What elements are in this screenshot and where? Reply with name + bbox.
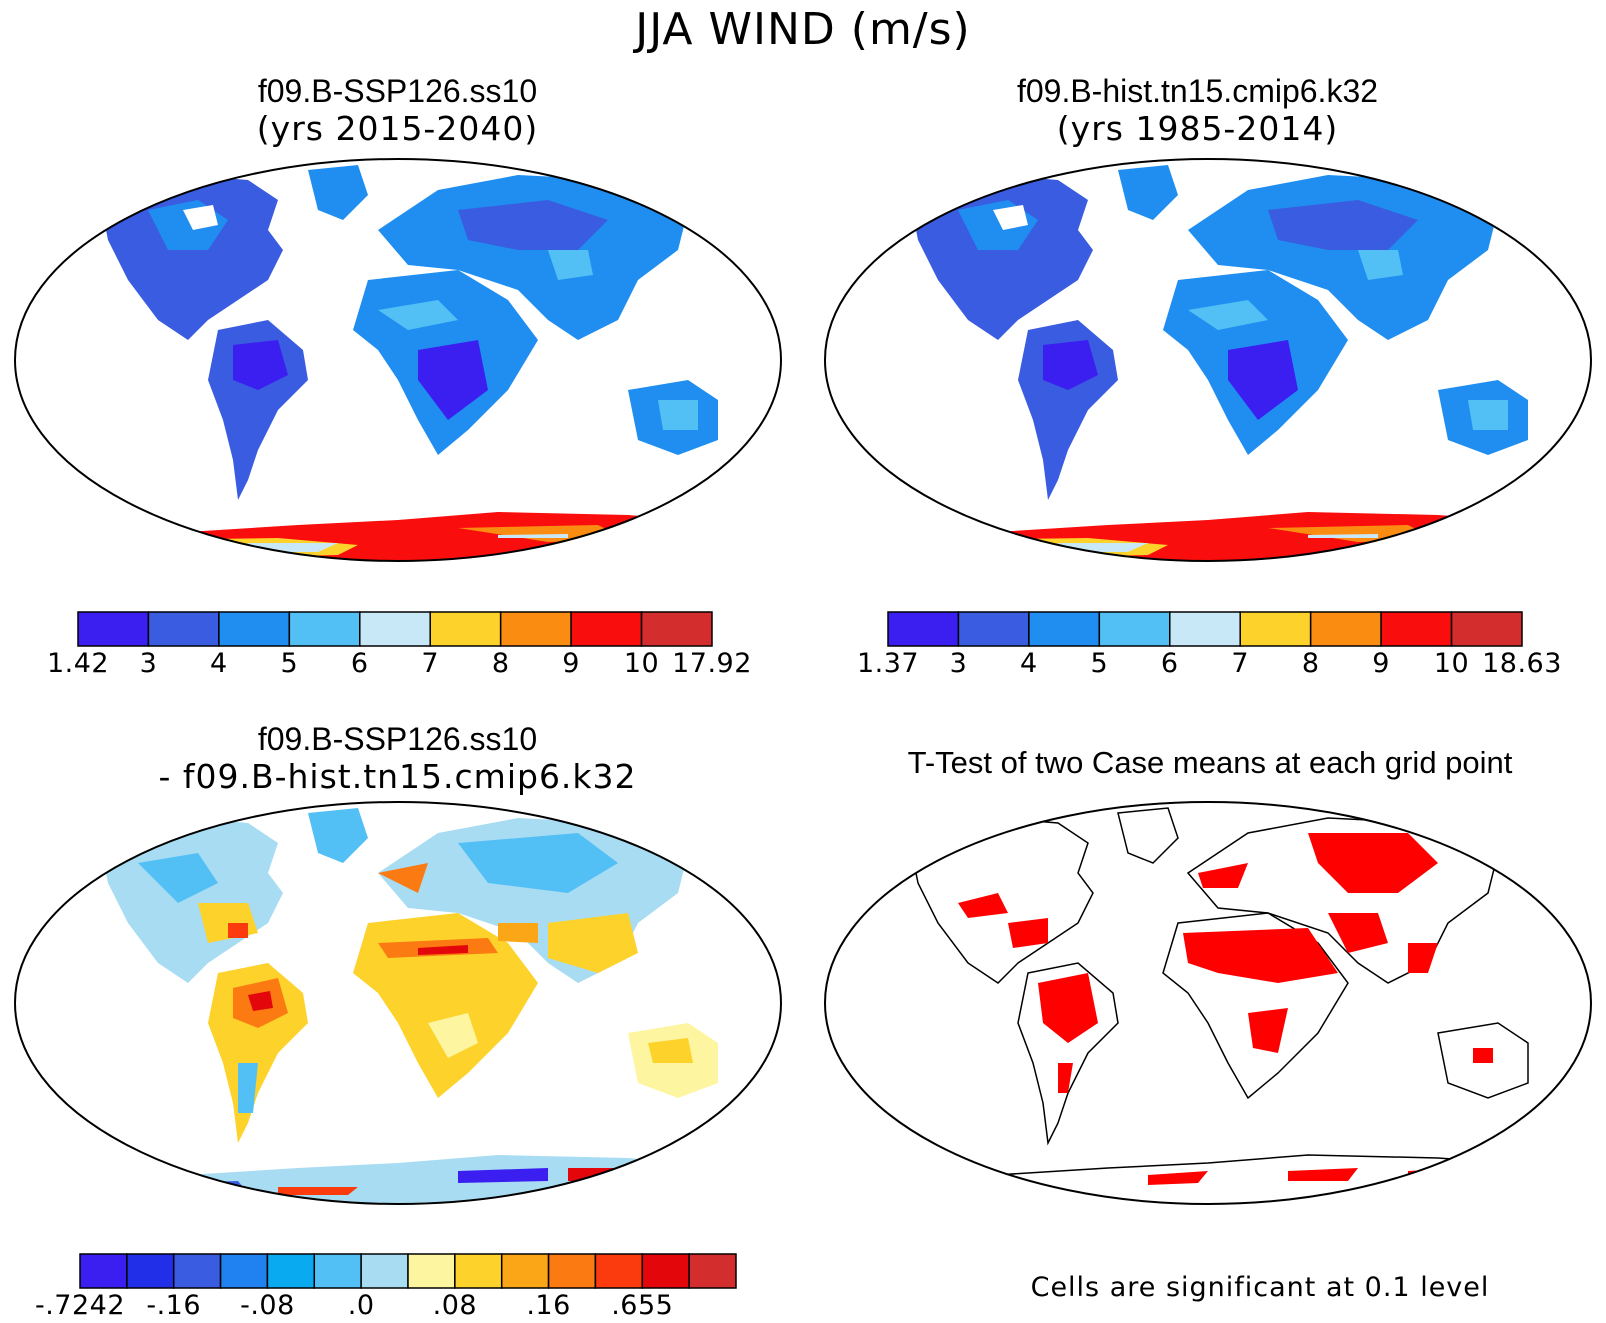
colorbar-3: -.7242 -.16 -.08 .0 .08 .16 .655	[35, 1253, 737, 1321]
colorbar-1-swatch	[218, 611, 291, 647]
colorbar-3-swatch	[688, 1253, 737, 1289]
colorbar-3-swatch	[547, 1253, 597, 1289]
colorbar-1-swatch	[640, 611, 713, 647]
greenland	[308, 808, 368, 863]
map-4-significance-field	[907, 807, 1529, 1199]
eurasia	[1188, 175, 1498, 340]
colorbar-2-tick-label: 9	[1372, 648, 1390, 679]
panel-title-1: f09.B-SSP126.ss10 (yrs 2015-2040)	[0, 72, 795, 148]
colorbar-1-swatch	[429, 611, 502, 647]
colorbar-3-swatch	[360, 1253, 409, 1289]
africa	[353, 913, 538, 1098]
colorbar-1-tick-label: 9	[562, 648, 580, 679]
colorbar-2-swatch	[957, 611, 1030, 647]
significance-note: Cells are significant at 0.1 level	[1030, 1272, 1490, 1303]
colorbar-2-tick-label: 8	[1302, 648, 1320, 679]
colorbar-1-tick-label: 7	[421, 648, 439, 679]
colorbar-2-tick-label: 5	[1090, 648, 1108, 679]
panel-title-2: f09.B-hist.tn15.cmip6.k32 (yrs 1985-2014…	[800, 72, 1595, 148]
colorbar-1-swatch	[147, 611, 220, 647]
antarctica	[908, 512, 1528, 561]
colorbar-3-swatch	[641, 1253, 690, 1289]
colorbar-3-swatch	[594, 1253, 644, 1289]
colorbar-2-tick-label: 3	[950, 648, 968, 679]
panel-1-years: (yrs 2015-2040)	[256, 109, 539, 148]
antarctica	[98, 512, 718, 561]
colorbar-1-tick-label: 17.92	[672, 648, 752, 679]
map-3-land-field	[98, 808, 718, 1204]
colorbar-1-tick-label: 10	[624, 648, 659, 679]
colorbar-1-swatch	[288, 611, 361, 647]
colorbar-1-tick-label: 5	[280, 648, 298, 679]
colorbar-3-swatch	[172, 1253, 222, 1289]
colorbar-2-swatch	[887, 611, 960, 647]
colorbar-1-tick-label: 1.42	[47, 648, 109, 679]
colorbar-3-tick-label: -.08	[240, 1290, 295, 1321]
map-1-land-field	[98, 165, 718, 561]
greenland	[308, 165, 368, 220]
colorbar-3-swatch	[126, 1253, 175, 1289]
south-america-outline	[1017, 962, 1119, 1146]
panel-4-title: T-Test of two Case means at each grid po…	[907, 745, 1513, 780]
greenland-outline	[1117, 807, 1179, 864]
panel-2-case-name: f09.B-hist.tn15.cmip6.k32	[1016, 73, 1379, 109]
colorbar-3-tick-label: .16	[526, 1290, 570, 1321]
panel-3-difference: - f09.B-hist.tn15.cmip6.k32	[158, 757, 637, 796]
colorbar-1-tick-label: 6	[351, 648, 369, 679]
north-america-outline	[907, 817, 1094, 984]
colorbar-1: 1.42 3 4 5 6 7 8 9 10 17.92	[47, 611, 752, 679]
map-panel-1	[14, 158, 782, 562]
map-panel-2	[824, 158, 1592, 562]
colorbar-2-swatch	[1169, 611, 1241, 647]
panel-title-3: f09.B-SSP126.ss10 - f09.B-hist.tn15.cmip…	[0, 720, 795, 796]
colorbar-1-tick-label: 3	[140, 648, 158, 679]
panel-2-years: (yrs 1985-2014)	[1056, 109, 1339, 148]
colorbar-2-swatch	[1098, 611, 1171, 647]
colorbar-3-swatch	[266, 1253, 316, 1289]
colorbar-1-swatch	[359, 611, 431, 647]
colorbar-1-swatch	[499, 611, 572, 647]
colorbar-2-swatch	[1309, 611, 1382, 647]
colorbar-2-swatch	[1028, 611, 1101, 647]
map-panel-3	[14, 801, 782, 1205]
colorbar-2: 1.37 3 4 5 6 7 8 9 10 18.63	[857, 611, 1562, 679]
colorbar-3-swatch	[500, 1253, 550, 1289]
colorbar-3-tick-label: .08	[433, 1290, 477, 1321]
antarctica	[98, 1155, 718, 1204]
colorbar-1-swatch	[77, 611, 150, 647]
colorbar-2-swatch	[1450, 611, 1523, 647]
colorbar-3-tick-label: .655	[611, 1290, 673, 1321]
colorbar-2-tick-label: 1.37	[857, 648, 919, 679]
colorbar-3-swatch	[219, 1253, 269, 1289]
colorbar-1-tick-label: 4	[210, 648, 228, 679]
colorbar-2-tick-label: 4	[1020, 648, 1038, 679]
colorbar-2-tick-label: 18.63	[1482, 648, 1562, 679]
colorbar-1-tick-label: 8	[492, 648, 510, 679]
colorbar-2-tick-label: 7	[1231, 648, 1249, 679]
greenland	[1118, 165, 1178, 220]
colorbar-3-tick-label: .0	[348, 1290, 375, 1321]
colorbar-3-swatch	[407, 1253, 456, 1289]
north-america	[98, 818, 283, 983]
australia-outline	[1437, 1022, 1529, 1099]
colorbar-1-swatch	[570, 611, 643, 647]
colorbar-3-swatch	[454, 1253, 503, 1289]
colorbar-3-tick-label: -.7242	[35, 1290, 125, 1321]
colorbar-3-swatch	[79, 1253, 128, 1289]
colorbar-2-tick-label: 6	[1161, 648, 1179, 679]
colorbar-3-tick-label: -.16	[146, 1290, 201, 1321]
colorbar-2-swatch	[1380, 611, 1453, 647]
colorbar-2-tick-label: 10	[1434, 648, 1469, 679]
main-title: JJA WIND (m/s)	[635, 4, 971, 55]
north-america	[98, 175, 283, 340]
map-2-land-field	[908, 165, 1528, 561]
panel-3-case-name: f09.B-SSP126.ss10	[257, 721, 538, 757]
north-america	[908, 175, 1093, 340]
panel-1-case-name: f09.B-SSP126.ss10	[257, 73, 538, 109]
map-panel-4	[824, 801, 1592, 1205]
colorbar-2-swatch	[1239, 611, 1312, 647]
colorbar-3-swatch	[313, 1253, 362, 1289]
eurasia	[378, 175, 688, 340]
